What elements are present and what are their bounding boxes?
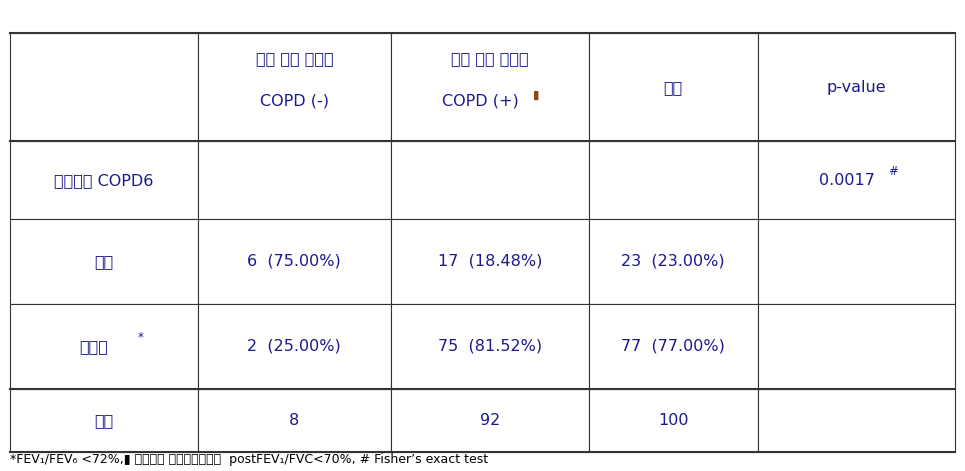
- Text: 2  (25.00%): 2 (25.00%): [247, 339, 342, 354]
- Text: 23  (23.00%): 23 (23.00%): [621, 254, 725, 269]
- Text: 비정상: 비정상: [80, 339, 108, 354]
- Bar: [589, 33, 758, 141]
- Bar: [391, 389, 589, 452]
- Text: p-value: p-value: [827, 80, 886, 95]
- Bar: [758, 389, 955, 452]
- Text: COPD (+): COPD (+): [442, 94, 518, 109]
- Text: 77  (77.00%): 77 (77.00%): [621, 339, 725, 354]
- Bar: [10, 304, 198, 389]
- Text: *FEV₁/FEV₆ <72%,▮ 거점병원 폐기능검사에서  postFEV₁/FVC<70%, # Fisher’s exact test: *FEV₁/FEV₆ <72%,▮ 거점병원 폐기능검사에서 postFEV₁/…: [10, 453, 487, 466]
- Bar: [758, 219, 955, 304]
- Text: ▮: ▮: [533, 89, 539, 102]
- Text: 거점 병원 폐기능: 거점 병원 폐기능: [451, 51, 529, 66]
- Bar: [10, 219, 198, 304]
- Text: 0.0017: 0.0017: [819, 173, 874, 187]
- Bar: [758, 304, 955, 389]
- Bar: [10, 389, 198, 452]
- Bar: [198, 219, 391, 304]
- Bar: [589, 304, 758, 389]
- Text: 합계: 합계: [664, 80, 682, 95]
- Bar: [391, 219, 589, 304]
- Bar: [391, 33, 589, 141]
- Bar: [391, 141, 589, 219]
- Text: 92: 92: [480, 413, 500, 428]
- Text: 합계: 합계: [95, 413, 113, 428]
- Text: COPD (-): COPD (-): [260, 94, 329, 109]
- Text: 정상: 정상: [95, 254, 113, 269]
- Bar: [198, 304, 391, 389]
- Text: 100: 100: [658, 413, 688, 428]
- Text: #: #: [888, 165, 898, 178]
- Bar: [391, 304, 589, 389]
- Bar: [198, 141, 391, 219]
- Text: 17  (18.48%): 17 (18.48%): [437, 254, 542, 269]
- Bar: [589, 389, 758, 452]
- Bar: [198, 33, 391, 141]
- Bar: [758, 141, 955, 219]
- Bar: [758, 33, 955, 141]
- Text: 거점 병원 폐기능: 거점 병원 폐기능: [256, 51, 333, 66]
- Bar: [589, 141, 758, 219]
- Text: 6  (75.00%): 6 (75.00%): [247, 254, 342, 269]
- Text: 75  (81.52%): 75 (81.52%): [438, 339, 541, 354]
- Bar: [10, 33, 198, 141]
- Text: *: *: [137, 331, 144, 344]
- Bar: [198, 389, 391, 452]
- Text: 8: 8: [290, 413, 299, 428]
- Bar: [589, 219, 758, 304]
- Bar: [10, 141, 198, 219]
- Text: 거점병원 COPD6: 거점병원 COPD6: [54, 173, 153, 187]
